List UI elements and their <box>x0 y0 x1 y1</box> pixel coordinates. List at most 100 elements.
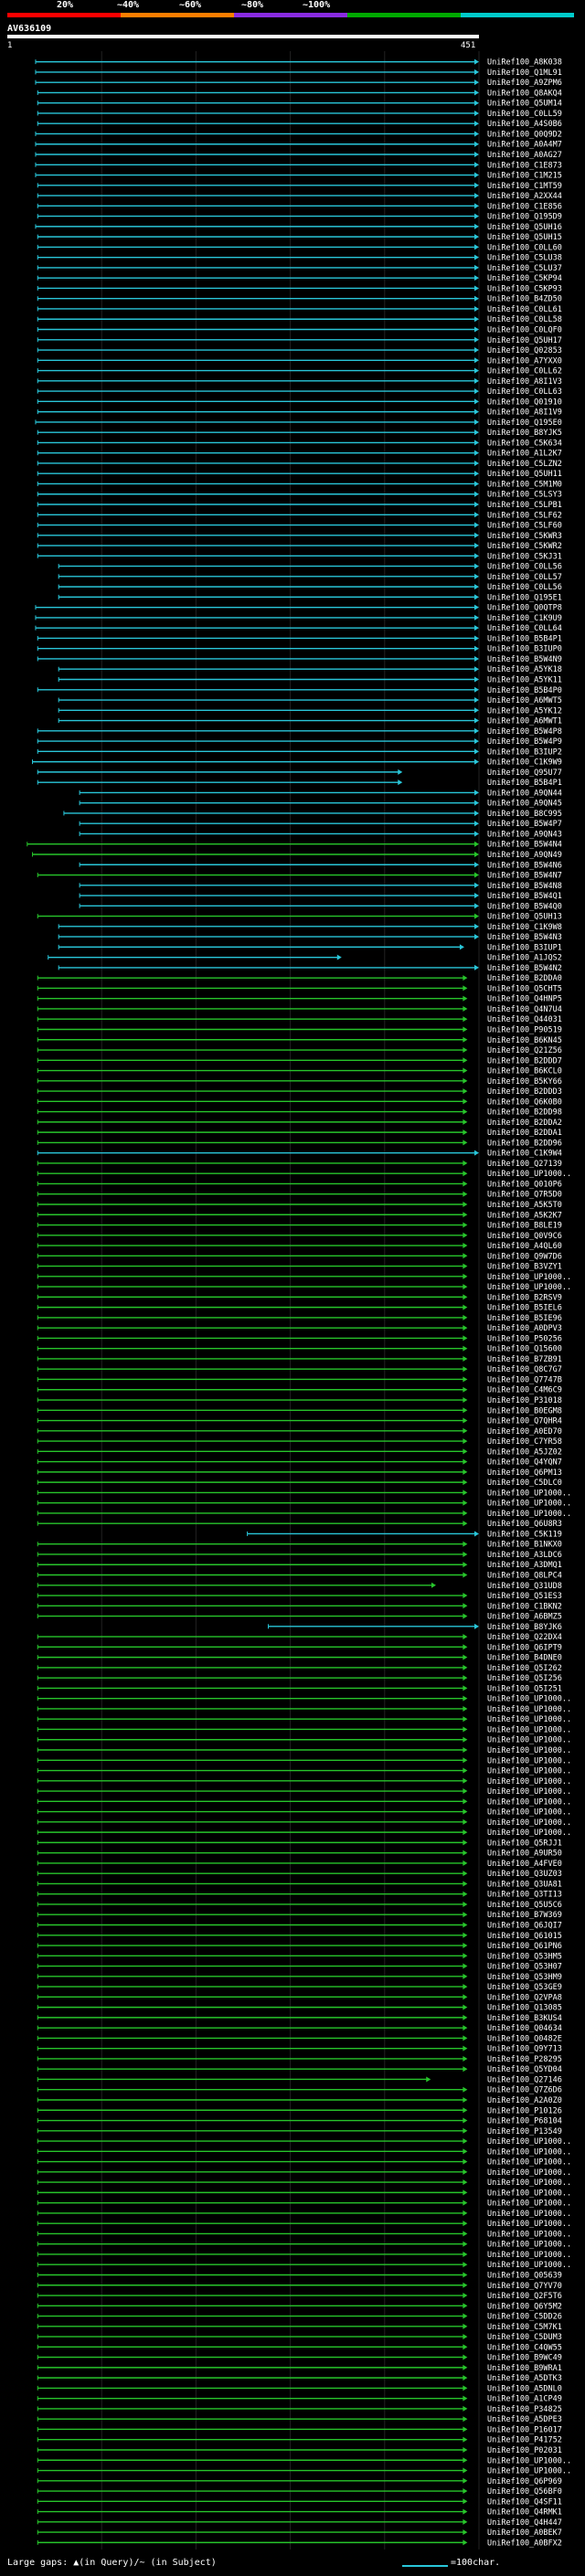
hit-label[interactable]: UniRef100_C5LU38 <box>487 254 562 263</box>
hit-label[interactable]: UniRef100_C5M7K1 <box>487 2323 562 2332</box>
hit-label[interactable]: UniRef100_UP1000.. <box>487 2189 571 2198</box>
hit-label[interactable]: UniRef100_B2DDA0 <box>487 974 562 983</box>
hit-label[interactable]: UniRef100_C5LF62 <box>487 511 562 520</box>
hit-label[interactable]: UniRef100_Q6JQI7 <box>487 1922 562 1931</box>
hit-label[interactable]: UniRef100_Q5I251 <box>487 1684 562 1693</box>
hit-label[interactable]: UniRef100_B2DD96 <box>487 1139 562 1148</box>
hit-label[interactable]: UniRef100_Q53H07 <box>487 1963 562 1972</box>
hit-label[interactable]: UniRef100_UP1000.. <box>487 2456 571 2465</box>
hit-label[interactable]: UniRef100_B5W4N7 <box>487 872 562 881</box>
hit-label[interactable]: UniRef100_UP1000.. <box>487 1746 571 1755</box>
hit-label[interactable]: UniRef100_C5KJ31 <box>487 552 562 561</box>
hit-label[interactable]: UniRef100_Q5CHT5 <box>487 984 562 993</box>
hit-label[interactable]: UniRef100_UP1000.. <box>487 2230 571 2239</box>
hit-label[interactable]: UniRef100_B0EGM8 <box>487 1406 562 1415</box>
hit-label[interactable]: UniRef100_A5DTK3 <box>487 2374 562 2383</box>
hit-label[interactable]: UniRef100_P41752 <box>487 2436 562 2445</box>
hit-label[interactable]: UniRef100_B1NKX0 <box>487 1541 562 1550</box>
hit-label[interactable]: UniRef100_UP1000.. <box>487 1170 571 1179</box>
hit-label[interactable]: UniRef100_B8YJK5 <box>487 429 562 438</box>
hit-label[interactable]: UniRef100_C5KWR2 <box>487 542 562 551</box>
hit-label[interactable]: UniRef100_Q9W7D6 <box>487 1252 562 1261</box>
hit-label[interactable]: UniRef100_Q4H447 <box>487 2518 562 2528</box>
hit-label[interactable]: UniRef100_B4ZD50 <box>487 295 562 304</box>
hit-label[interactable]: UniRef100_C5KP94 <box>487 274 562 283</box>
hit-label[interactable]: UniRef100_A9QN45 <box>487 800 562 809</box>
hit-label[interactable]: UniRef100_A5YK11 <box>487 676 562 685</box>
hit-label[interactable]: UniRef100_C0LL57 <box>487 573 562 582</box>
hit-label[interactable]: UniRef100_A4QL60 <box>487 1242 562 1251</box>
hit-label[interactable]: UniRef100_B7W369 <box>487 1911 562 1920</box>
hit-label[interactable]: UniRef100_UP1000.. <box>487 1510 571 1519</box>
hit-label[interactable]: UniRef100_B5IE96 <box>487 1314 562 1323</box>
hit-label[interactable]: UniRef100_Q6Y5M2 <box>487 2302 562 2311</box>
hit-label[interactable]: UniRef100_Q195E1 <box>487 593 562 602</box>
hit-label[interactable]: UniRef100_B2RSV9 <box>487 1293 562 1302</box>
hit-label[interactable]: UniRef100_A1JQS2 <box>487 954 562 963</box>
hit-label[interactable]: UniRef100_UP1000.. <box>487 2210 571 2219</box>
hit-label[interactable]: UniRef100_B5W4N2 <box>487 964 562 973</box>
hit-label[interactable]: UniRef100_UP1000.. <box>487 2467 571 2476</box>
hit-label[interactable]: UniRef100_Q61015 <box>487 1932 562 1941</box>
hit-label[interactable]: UniRef100_C0LQF0 <box>487 326 562 335</box>
hit-label[interactable]: UniRef100_C5K634 <box>487 439 562 448</box>
hit-label[interactable]: UniRef100_A9QN49 <box>487 851 562 860</box>
hit-label[interactable]: UniRef100_B8LE19 <box>487 1222 562 1231</box>
hit-label[interactable]: UniRef100_C4M6C9 <box>487 1386 562 1395</box>
hit-label[interactable]: UniRef100_A5DNL0 <box>487 2384 562 2393</box>
hit-label[interactable]: UniRef100_Q5UH15 <box>487 233 562 242</box>
hit-label[interactable]: UniRef100_Q5UH13 <box>487 913 562 922</box>
hit-label[interactable]: UniRef100_C5KP93 <box>487 284 562 293</box>
hit-label[interactable]: UniRef100_A9UR50 <box>487 1850 562 1859</box>
hit-label[interactable]: UniRef100_C5M1M0 <box>487 480 562 489</box>
hit-label[interactable]: UniRef100_P16017 <box>487 2425 562 2434</box>
hit-label[interactable]: UniRef100_Q61PN6 <box>487 1942 562 1951</box>
hit-label[interactable]: UniRef100_B5W4N9 <box>487 655 562 664</box>
hit-label[interactable]: UniRef100_A1CP49 <box>487 2395 562 2404</box>
hit-label[interactable]: UniRef100_C1E873 <box>487 161 562 170</box>
hit-label[interactable]: UniRef100_Q31UD8 <box>487 1582 562 1591</box>
hit-label[interactable]: UniRef100_C4QW55 <box>487 2343 562 2352</box>
hit-label[interactable]: UniRef100_B2DDD3 <box>487 1087 562 1097</box>
hit-label[interactable]: UniRef100_Q51ES3 <box>487 1592 562 1601</box>
hit-label[interactable]: UniRef100_Q22DX4 <box>487 1633 562 1642</box>
hit-label[interactable]: UniRef100_Q0482E <box>487 2034 562 2043</box>
hit-label[interactable]: UniRef100_UP1000.. <box>487 2241 571 2250</box>
hit-label[interactable]: UniRef100_C0LL63 <box>487 387 562 397</box>
hit-label[interactable]: UniRef100_B2DDA1 <box>487 1129 562 1138</box>
hit-label[interactable]: UniRef100_B5B4P1 <box>487 779 562 788</box>
hit-label[interactable]: UniRef100_C5DD26 <box>487 2313 562 2322</box>
hit-label[interactable]: UniRef100_A9QN43 <box>487 830 562 839</box>
hit-label[interactable]: UniRef100_A0AG27 <box>487 151 562 160</box>
hit-label[interactable]: UniRef100_B8YJK6 <box>487 1623 562 1632</box>
hit-label[interactable]: UniRef100_UP1000.. <box>487 1797 571 1807</box>
hit-label[interactable]: UniRef100_C1BKN2 <box>487 1602 562 1611</box>
hit-label[interactable]: UniRef100_B5B4P1 <box>487 634 562 643</box>
hit-label[interactable]: UniRef100_C1K9U9 <box>487 614 562 623</box>
hit-label[interactable]: UniRef100_Q56BF0 <box>487 2487 562 2496</box>
hit-label[interactable]: UniRef100_Q010P6 <box>487 1180 562 1189</box>
hit-label[interactable]: UniRef100_UP1000.. <box>487 1715 571 1724</box>
hit-label[interactable]: UniRef100_UP1000.. <box>487 1500 571 1509</box>
hit-label[interactable]: UniRef100_Q6P969 <box>487 2477 562 2486</box>
hit-label[interactable]: UniRef100_B3IUP2 <box>487 747 562 757</box>
hit-label[interactable]: UniRef100_P13549 <box>487 2127 562 2136</box>
hit-label[interactable]: UniRef100_P34825 <box>487 2405 562 2414</box>
hit-label[interactable]: UniRef100_Q0V9C6 <box>487 1232 562 1241</box>
hit-label[interactable]: UniRef100_A9QN44 <box>487 789 562 798</box>
hit-label[interactable]: UniRef100_Q3UZ03 <box>487 1870 562 1879</box>
hit-label[interactable]: UniRef100_B5W4N6 <box>487 861 562 870</box>
hit-label[interactable]: UniRef100_A6BMZ5 <box>487 1613 562 1622</box>
hit-label[interactable]: UniRef100_A7YXX0 <box>487 356 562 366</box>
hit-label[interactable]: UniRef100_B9WC49 <box>487 2354 562 2363</box>
hit-label[interactable]: UniRef100_UP1000.. <box>487 1273 571 1282</box>
hit-label[interactable]: UniRef100_UP1000.. <box>487 1818 571 1828</box>
hit-label[interactable]: UniRef100_Q27139 <box>487 1160 562 1169</box>
hit-label[interactable]: UniRef100_Q5U5C6 <box>487 1901 562 1910</box>
hit-label[interactable]: UniRef100_UP1000.. <box>487 1756 571 1765</box>
hit-label[interactable]: UniRef100_Q5YD04 <box>487 2065 562 2074</box>
hit-label[interactable]: UniRef100_Q5I256 <box>487 1674 562 1683</box>
hit-label[interactable]: UniRef100_B3IUP0 <box>487 645 562 654</box>
hit-label[interactable]: UniRef100_UP1000.. <box>487 1725 571 1734</box>
hit-label[interactable]: UniRef100_Q5UH11 <box>487 470 562 479</box>
